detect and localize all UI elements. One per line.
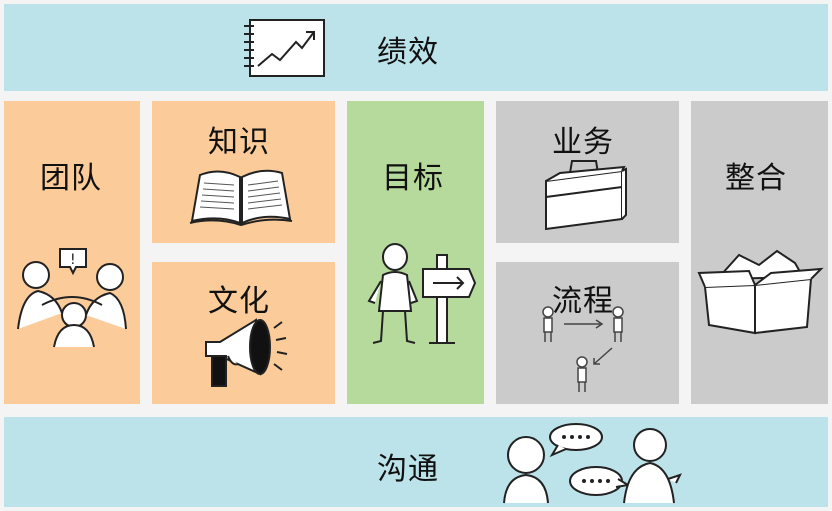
svg-text:!: ! bbox=[70, 252, 76, 268]
knowledge-block: 知识 bbox=[152, 101, 335, 243]
performance-bar: 绩效 bbox=[4, 4, 828, 91]
chart-notepad-icon bbox=[242, 16, 328, 80]
team-block: 团队 ! bbox=[4, 101, 140, 404]
culture-label: 文化 bbox=[208, 284, 270, 319]
goal-block: 目标 bbox=[347, 101, 484, 404]
culture-block: 文化 bbox=[152, 262, 335, 404]
speech-bubbles-icon bbox=[498, 421, 684, 503]
process-block: 流程 bbox=[496, 262, 679, 404]
process-flow-icon bbox=[536, 306, 636, 392]
briefcase-icon bbox=[542, 159, 628, 231]
people-discussion-icon: ! bbox=[12, 239, 132, 349]
integration-block: 整合 bbox=[691, 101, 828, 404]
megaphone-icon bbox=[202, 314, 292, 390]
process-label: 流程 bbox=[552, 284, 614, 319]
person-signpost-icon bbox=[365, 241, 477, 347]
communication-bar: 沟通 bbox=[4, 417, 828, 507]
performance-label: 绩效 bbox=[377, 35, 439, 70]
business-block: 业务 bbox=[496, 101, 679, 243]
business-label: 业务 bbox=[552, 125, 614, 160]
knowledge-label: 知识 bbox=[208, 125, 270, 160]
open-book-icon bbox=[188, 165, 294, 227]
integration-label: 整合 bbox=[725, 161, 787, 196]
team-label: 团队 bbox=[40, 161, 102, 196]
goal-label: 目标 bbox=[382, 161, 444, 196]
box-icon bbox=[699, 249, 823, 335]
communication-label: 沟通 bbox=[377, 452, 439, 487]
